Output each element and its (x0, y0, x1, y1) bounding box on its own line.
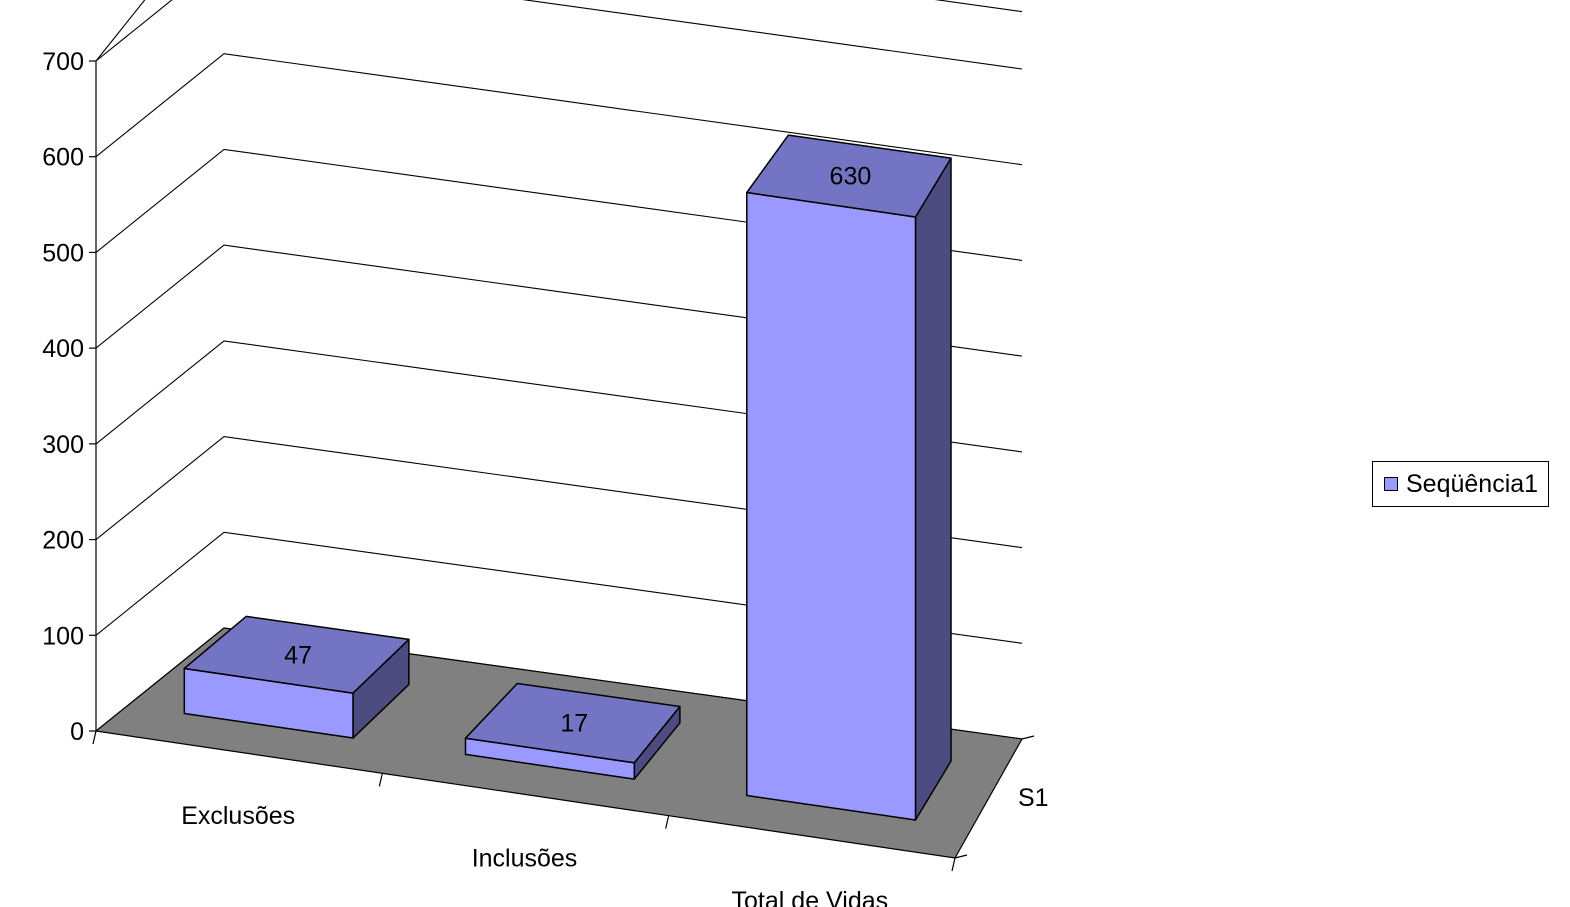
y-tick-label: 300 (42, 431, 84, 459)
x-category-label: Total de Vidas (732, 887, 889, 907)
depth-tick (1021, 735, 1035, 740)
y-tick-label: 0 (70, 718, 84, 746)
y-tick-label: 700 (42, 48, 84, 76)
data-label: 17 (560, 710, 588, 738)
bar-2 (464, 682, 681, 780)
x-tick (951, 857, 956, 872)
x-axis: Exclusões Inclusões Total de Vidas S1 (92, 730, 1049, 907)
legend-swatch (1384, 477, 1398, 491)
bar-front (746, 191, 917, 821)
x-tick (665, 815, 670, 829)
data-label: 47 (284, 641, 312, 669)
wall-top-edge (95, 0, 1023, 62)
depth-tick (954, 854, 968, 859)
depth-axis-label: S1 (1018, 784, 1049, 812)
bar-top (183, 615, 410, 694)
bars (183, 134, 952, 821)
y-tick-label: 600 (42, 144, 84, 172)
legend-label: Seqüência1 (1406, 469, 1539, 498)
bar-top (464, 682, 681, 764)
y-axis: 0 100 200 300 400 500 600 700 (42, 48, 96, 746)
bar-top (746, 134, 952, 218)
bar-1 (183, 615, 410, 739)
y-tick-label: 500 (42, 239, 84, 267)
bar-side (914, 157, 952, 821)
y-tick-label: 200 (42, 527, 84, 555)
y-tick-label: 400 (42, 335, 84, 363)
gridline (95, 0, 1023, 70)
x-tick (92, 730, 97, 745)
x-category-label: Exclusões (181, 802, 295, 830)
legend: Seqüência1 (1372, 461, 1550, 507)
bar-3 (746, 134, 952, 821)
y-tick-label: 100 (42, 622, 84, 650)
x-tick (378, 773, 383, 787)
x-category-label: Inclusões (472, 845, 578, 873)
data-label: 630 (830, 163, 872, 191)
data-labels: 47 17 630 (284, 163, 871, 738)
gridline (95, 53, 1023, 166)
